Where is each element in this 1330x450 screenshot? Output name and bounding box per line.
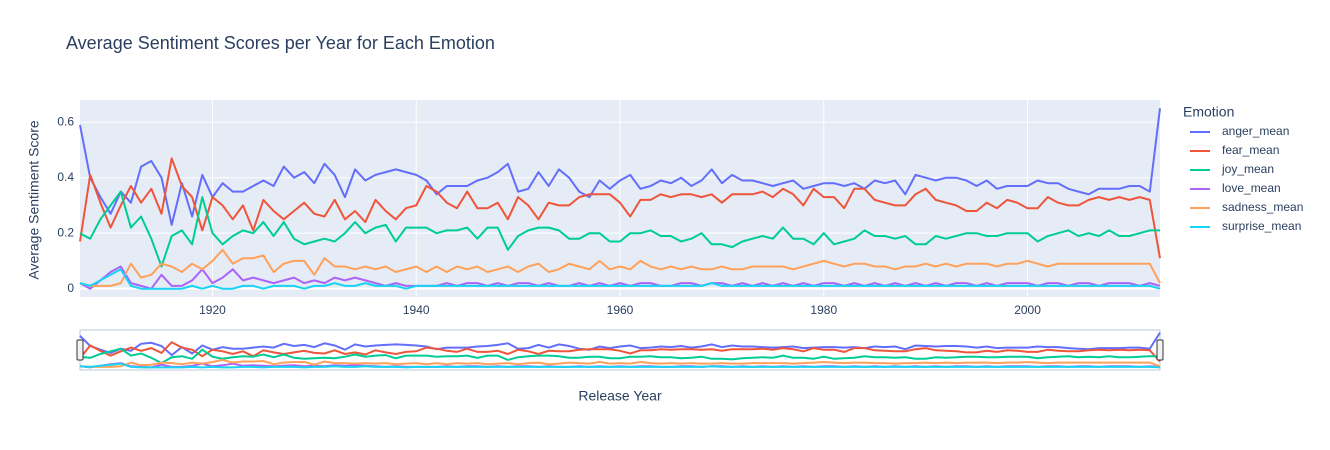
legend-label: surprise_mean xyxy=(1222,219,1301,233)
x-tick-label: 1960 xyxy=(607,303,634,317)
legend-label: love_mean xyxy=(1222,181,1281,195)
line-series xyxy=(79,157,1161,259)
line-series xyxy=(79,108,1161,226)
chart-title: Average Sentiment Scores per Year for Ea… xyxy=(66,33,495,53)
x-tick-label: 1920 xyxy=(199,303,226,317)
x-tick-label: 1980 xyxy=(810,303,837,317)
range-slider-line xyxy=(79,347,1160,365)
legend-label: fear_mean xyxy=(1222,143,1279,157)
line-series xyxy=(79,190,1160,268)
range-slider-line xyxy=(79,358,1161,368)
x-tick-label: 2000 xyxy=(1014,303,1041,317)
legend-label: anger_mean xyxy=(1222,124,1289,138)
y-tick-label: 0.2 xyxy=(57,225,74,239)
x-tick-label: 1940 xyxy=(403,303,430,317)
y-tick-label: 0.4 xyxy=(57,170,74,184)
y-tick-label: 0.6 xyxy=(57,114,74,128)
legend-label: joy_mean xyxy=(1221,162,1274,176)
line-series xyxy=(79,248,1161,287)
legend-label: sadness_mean xyxy=(1222,200,1303,214)
range-slider-line xyxy=(79,362,1161,369)
y-axis-title: Average Sentiment Score xyxy=(26,120,42,279)
legend-title: Emotion xyxy=(1183,104,1234,120)
line-series xyxy=(79,268,1161,290)
range-slider-handle[interactable] xyxy=(1156,339,1164,361)
range-slider-handle[interactable] xyxy=(76,339,84,361)
x-axis-title: Release Year xyxy=(578,388,662,404)
y-tick-label: 0 xyxy=(67,281,74,295)
range-slider-line xyxy=(79,332,1161,357)
range-slider-line xyxy=(79,340,1161,363)
